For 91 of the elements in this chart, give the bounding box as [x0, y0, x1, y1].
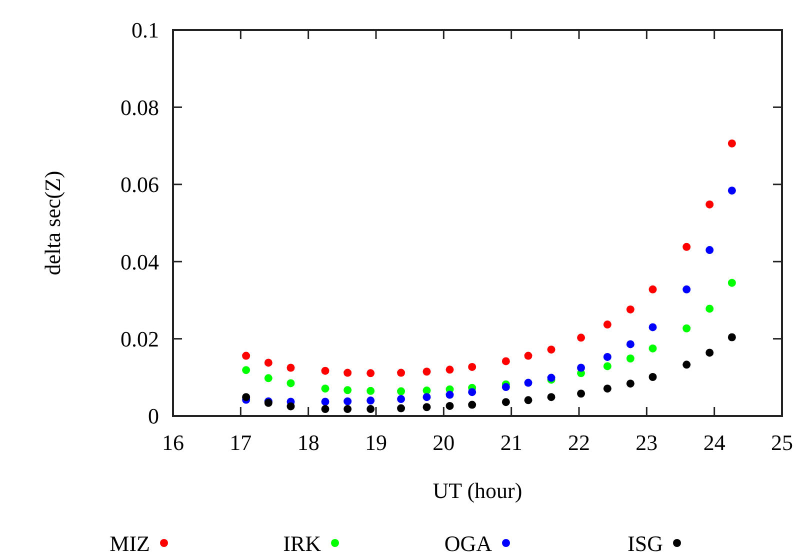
point: [468, 388, 476, 396]
point: [321, 366, 330, 375]
point: [626, 354, 634, 362]
point: [422, 368, 431, 376]
y-tick-label: 0: [148, 404, 159, 429]
point: [524, 378, 532, 387]
point: [397, 404, 406, 412]
point: [286, 364, 295, 372]
point: [321, 384, 330, 393]
x-tick-label: 18: [297, 430, 320, 455]
point: [577, 334, 586, 342]
legend-label: OGA: [444, 531, 492, 556]
x-tick-label: 20: [432, 430, 455, 455]
point: [706, 348, 714, 357]
point: [397, 395, 406, 404]
point: [344, 368, 352, 377]
point: [264, 358, 272, 367]
point: [264, 374, 272, 382]
point: [446, 366, 454, 374]
point: [502, 383, 510, 392]
x-tick-label: 19: [365, 430, 387, 455]
point: [366, 396, 375, 405]
point: [603, 362, 612, 370]
point: [648, 285, 657, 294]
point: [397, 387, 406, 396]
point: [468, 362, 476, 371]
y-tick-label: 0.08: [120, 94, 159, 120]
point: [626, 305, 634, 314]
point: [603, 320, 612, 329]
point: [706, 304, 714, 313]
y-tick-label: 0.04: [120, 249, 159, 274]
point: [547, 393, 556, 402]
legend-label: IRK: [283, 531, 322, 556]
point: [648, 323, 657, 332]
x-tick-label: 23: [636, 430, 658, 455]
point: [603, 352, 612, 361]
point: [446, 390, 454, 399]
x-axis-title: UT (hour): [432, 478, 522, 503]
point: [577, 390, 586, 398]
point: [366, 405, 375, 414]
y-axis-title: delta sec(Z): [40, 170, 65, 276]
point: [728, 333, 736, 342]
point: [728, 186, 736, 195]
point: [728, 139, 736, 148]
y-tick-label: 0.06: [120, 172, 159, 198]
point: [626, 340, 634, 348]
point: [648, 373, 657, 382]
point: [706, 246, 714, 254]
point: [706, 200, 714, 208]
point: [626, 380, 634, 388]
x-tick-label: 16: [162, 430, 184, 455]
point: [524, 396, 532, 404]
x-tick-label: 24: [703, 430, 726, 455]
point: [547, 346, 556, 354]
point: [603, 384, 612, 393]
point: [242, 393, 250, 402]
legend-label: MIZ: [110, 531, 150, 556]
point: [366, 386, 375, 395]
point: [524, 352, 532, 360]
x-tick-label: 22: [568, 430, 590, 455]
point: [422, 403, 431, 412]
point: [321, 398, 330, 406]
point: [344, 405, 352, 414]
x-tick-label: 21: [500, 430, 522, 455]
point: [286, 402, 295, 410]
point: [422, 393, 431, 402]
point: [242, 352, 250, 360]
point: [682, 324, 691, 332]
point: [648, 344, 657, 352]
point: [366, 369, 375, 378]
point: [344, 397, 352, 406]
point: [321, 405, 330, 414]
point: [468, 400, 476, 409]
y-tick-label: 0.1: [132, 18, 159, 43]
x-tick-label: 25: [771, 430, 793, 455]
point: [422, 386, 431, 395]
point: [502, 398, 510, 406]
point: [344, 386, 352, 394]
point: [242, 366, 250, 374]
point: [577, 364, 586, 372]
point: [682, 242, 691, 251]
legend-label: ISG: [628, 531, 664, 556]
x-tick-label: 17: [230, 430, 252, 455]
point: [446, 402, 454, 410]
point: [682, 285, 691, 294]
point: [728, 278, 736, 287]
point: [397, 368, 406, 377]
y-tick-label: 0.02: [120, 326, 159, 352]
point: [682, 360, 691, 369]
point: [502, 357, 510, 366]
point: [286, 379, 295, 388]
